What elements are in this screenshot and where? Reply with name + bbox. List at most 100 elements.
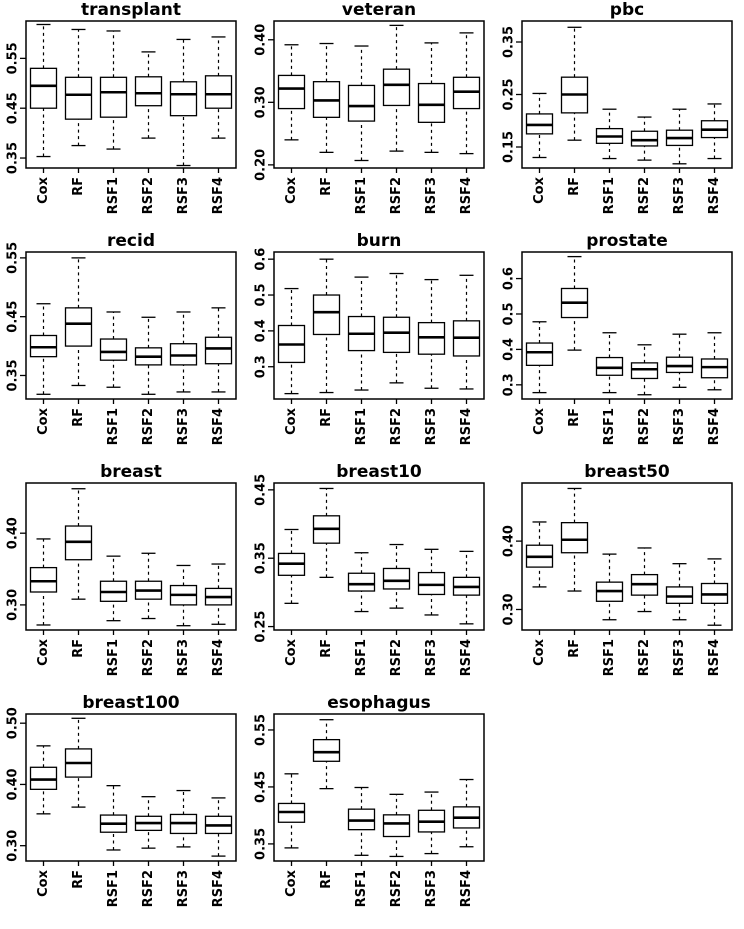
iqr-box	[382, 814, 411, 838]
x-tick-label: RF	[567, 639, 582, 658]
y-tick-label: 0.25	[254, 611, 269, 643]
panel-title: burn	[357, 231, 402, 251]
boxplot-chart-pbc: pbc 0.15 0.25 0.35 Cox RF RSF1 RSF2 RSF3 RSF4	[502, 0, 733, 214]
x-tick-label: RSF4	[459, 408, 474, 445]
x-tick-label: RSF3	[424, 408, 439, 445]
boxplot-chart-prostate: prostate 0.3 0.4 0.5 0.6 Cox RF RSF1 RSF2 RSF3 RS…	[502, 231, 733, 445]
x-tick-label: Cox	[284, 638, 299, 665]
y-tick-label: 0.25	[502, 78, 517, 110]
iqr-box	[99, 76, 128, 118]
x-tick-label: RSF2	[141, 177, 156, 214]
x-tick-label: RSF4	[707, 408, 722, 445]
x-tick-label: RF	[319, 639, 334, 658]
panel-breast50: breast50 0.30 0.40 Cox RF RSF1 RSF2 RSF3 RSF4	[496, 462, 744, 693]
y-tick-label: 0.30	[6, 830, 21, 862]
x-tick-label: RSF1	[106, 177, 121, 214]
y-tick-label: 0.35	[6, 359, 21, 391]
y-tick-label: 0.50	[6, 707, 21, 739]
boxplot-chart-transplant: transplant 0.35 0.45 0.55 Cox RF RSF1 RSF2 RSF3…	[6, 0, 237, 214]
plot-border	[273, 713, 485, 862]
y-tick-label: 0.15	[502, 131, 517, 163]
panel-veteran: veteran 0.20 0.30 0.40 Cox RF RSF1 RSF2 RSF3 RSF…	[248, 0, 496, 231]
x-tick-label: RF	[567, 177, 582, 196]
x-tick-label: RSF1	[354, 177, 369, 214]
y-tick-label: 0.35	[6, 142, 21, 174]
x-tick-label: RSF1	[354, 639, 369, 676]
y-tick-label: 0.40	[6, 517, 21, 549]
y-tick-label: 0.5	[502, 302, 517, 325]
y-tick-label: 0.45	[254, 771, 269, 803]
iqr-box	[665, 586, 694, 604]
boxplot-chart-esophagus: esophagus 0.35 0.45 0.55 Cox RF RSF1 RSF2 RSF3 R…	[254, 693, 485, 907]
panel-title: breast	[100, 462, 162, 482]
x-tick-label: Cox	[36, 638, 51, 665]
x-tick-label: RSF3	[672, 177, 687, 214]
x-tick-label: Cox	[36, 176, 51, 203]
panel-title: recid	[107, 231, 155, 251]
y-tick-label: 0.35	[502, 26, 517, 58]
x-tick-label: RF	[71, 177, 86, 196]
plot-border	[521, 482, 733, 631]
y-tick-label: 0.20	[254, 149, 269, 181]
y-tick-label: 0.30	[254, 86, 269, 118]
x-tick-label: Cox	[532, 407, 547, 434]
plot-border	[273, 20, 485, 169]
empty-grid-cell	[496, 693, 744, 924]
x-tick-label: RSF1	[106, 408, 121, 445]
x-tick-label: Cox	[284, 869, 299, 896]
y-tick-label: 0.40	[254, 24, 269, 56]
boxplot-chart-breast: breast 0.30 0.40 Cox RF RSF1 RSF2 RSF3 RSF4	[6, 462, 237, 676]
x-tick-label: RSF2	[141, 408, 156, 445]
x-tick-label: RSF2	[389, 177, 404, 214]
panel-breast100: breast100 0.30 0.40 0.50 Cox RF RSF1 RSF2 RSF3 R…	[0, 693, 248, 924]
iqr-box	[312, 738, 341, 762]
plot-border	[25, 251, 237, 400]
plot-border	[521, 20, 733, 169]
plot-border	[25, 20, 237, 169]
panel-title: transplant	[81, 0, 181, 20]
x-tick-label: RSF4	[707, 177, 722, 214]
iqr-box	[134, 76, 163, 107]
x-tick-label: RSF2	[141, 870, 156, 907]
iqr-box	[560, 522, 589, 554]
iqr-box	[277, 74, 306, 110]
iqr-box	[64, 76, 93, 120]
x-tick-label: RSF4	[707, 639, 722, 676]
y-tick-label: 0.4	[254, 319, 269, 342]
x-tick-label: RSF4	[211, 408, 226, 445]
x-tick-label: RSF1	[602, 639, 617, 676]
boxplot-chart-breast50: breast50 0.30 0.40 Cox RF RSF1 RSF2 RSF3 RSF4	[502, 462, 733, 676]
plot-border	[25, 713, 237, 862]
x-tick-label: RF	[71, 639, 86, 658]
x-tick-label: RSF4	[459, 870, 474, 907]
x-tick-label: RSF3	[672, 408, 687, 445]
iqr-box	[347, 572, 376, 592]
x-tick-label: RSF2	[389, 870, 404, 907]
x-tick-label: Cox	[36, 869, 51, 896]
plot-border	[521, 251, 733, 400]
iqr-box	[525, 342, 554, 366]
iqr-box	[29, 566, 58, 593]
panel-title: esophagus	[327, 693, 430, 713]
x-tick-label: Cox	[532, 638, 547, 665]
x-tick-label: RSF2	[389, 408, 404, 445]
x-tick-label: Cox	[532, 176, 547, 203]
iqr-box	[417, 82, 446, 123]
y-tick-label: 0.40	[6, 768, 21, 800]
x-tick-label: RSF3	[176, 639, 191, 676]
iqr-box	[630, 362, 659, 380]
iqr-box	[204, 75, 233, 109]
x-tick-label: RSF3	[176, 177, 191, 214]
y-tick-label: 0.45	[6, 301, 21, 333]
y-tick-label: 0.3	[502, 373, 517, 396]
x-tick-label: RSF4	[211, 870, 226, 907]
iqr-box	[382, 316, 411, 354]
boxplot-chart-veteran: veteran 0.20 0.30 0.40 Cox RF RSF1 RSF2 RSF3 RSF…	[254, 0, 485, 214]
x-tick-label: RF	[567, 408, 582, 427]
panel-title: breast10	[336, 462, 422, 482]
x-tick-label: RSF1	[354, 408, 369, 445]
panel-title: breast50	[584, 462, 670, 482]
iqr-box	[204, 336, 233, 365]
iqr-box	[382, 68, 411, 107]
x-tick-label: RSF4	[211, 639, 226, 676]
